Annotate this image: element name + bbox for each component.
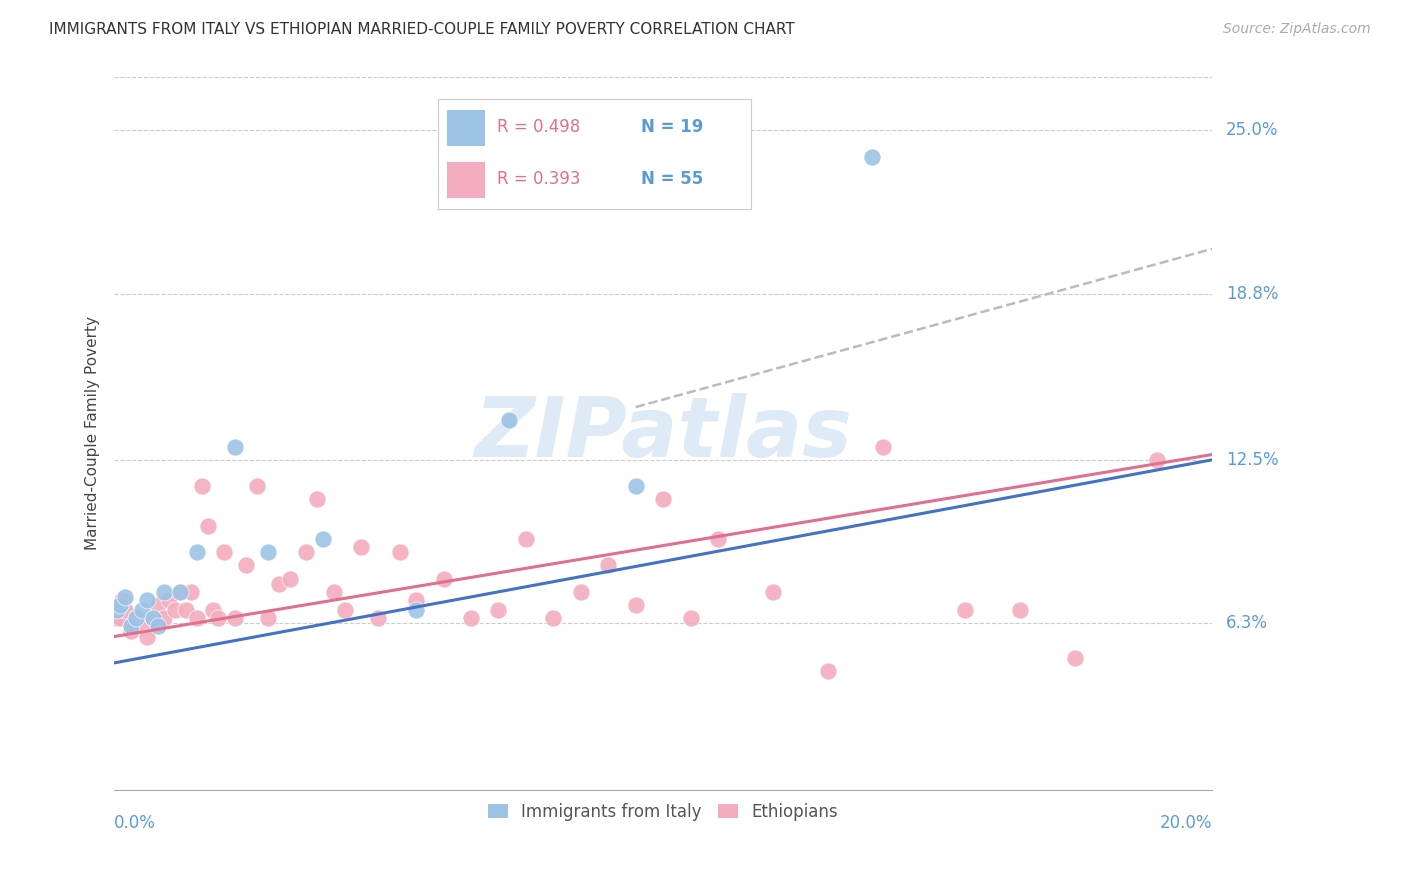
Point (146, 598, 169, 612)
Point (125, 611, 148, 625)
Text: 0.0%: 0.0% (114, 814, 156, 832)
Point (624, 479, 647, 493)
Text: 20.0%: 20.0% (1160, 814, 1212, 832)
Point (405, 603, 427, 617)
Point (515, 532, 537, 546)
Point (169, 584, 191, 599)
Point (498, 413, 520, 427)
Text: IMMIGRANTS FROM ITALY VS ETHIOPIAN MARRIED-COUPLE FAMILY POVERTY CORRELATION CHA: IMMIGRANTS FROM ITALY VS ETHIOPIAN MARRI… (49, 22, 794, 37)
Point (111, 592, 134, 607)
Point (186, 611, 208, 625)
Point (108, 611, 131, 625)
Point (157, 592, 180, 607)
Point (201, 603, 224, 617)
Point (707, 532, 730, 546)
Point (142, 611, 165, 625)
Point (136, 630, 159, 644)
Point (120, 619, 142, 633)
Point (432, 572, 454, 586)
Point (569, 584, 592, 599)
Point (388, 545, 411, 559)
Point (817, 664, 839, 678)
Point (169, 584, 191, 599)
Point (136, 592, 159, 607)
Point (224, 611, 246, 625)
Point (624, 598, 647, 612)
Point (152, 611, 174, 625)
Point (598, 558, 620, 573)
Point (191, 479, 214, 493)
Point (405, 592, 427, 607)
Point (120, 624, 142, 639)
Point (131, 619, 153, 633)
Point (367, 611, 389, 625)
Point (486, 603, 509, 617)
Point (872, 440, 894, 454)
Point (207, 611, 229, 625)
Text: Source: ZipAtlas.com: Source: ZipAtlas.com (1223, 22, 1371, 37)
Point (762, 584, 785, 599)
Point (174, 603, 197, 617)
Point (146, 619, 169, 633)
Point (1008, 603, 1031, 617)
Point (679, 611, 702, 625)
Point (652, 492, 675, 507)
Point (860, 150, 883, 164)
Point (142, 611, 165, 625)
Point (114, 603, 136, 617)
Point (350, 540, 373, 554)
Point (312, 532, 335, 546)
Point (295, 545, 318, 559)
Point (125, 611, 148, 625)
Point (131, 603, 153, 617)
Text: 12.5%: 12.5% (1226, 450, 1278, 469)
Point (278, 572, 301, 586)
Point (257, 611, 280, 625)
Point (163, 603, 186, 617)
Text: 6.3%: 6.3% (1226, 615, 1268, 632)
Point (197, 518, 219, 533)
Point (953, 603, 976, 617)
Text: 25.0%: 25.0% (1226, 121, 1278, 139)
Point (307, 492, 329, 507)
Point (267, 576, 290, 591)
Y-axis label: Married-Couple Family Poverty: Married-Couple Family Poverty (86, 317, 100, 550)
Point (107, 598, 129, 612)
Point (322, 584, 344, 599)
Legend: Immigrants from Italy, Ethiopians: Immigrants from Italy, Ethiopians (481, 797, 845, 828)
Point (105, 603, 128, 617)
Point (108, 598, 131, 612)
Point (114, 590, 136, 604)
Point (104, 611, 127, 625)
Point (460, 611, 482, 625)
Text: 18.8%: 18.8% (1226, 285, 1278, 302)
Point (543, 611, 565, 625)
Point (257, 545, 280, 559)
Point (186, 545, 208, 559)
Point (180, 584, 202, 599)
Point (152, 584, 174, 599)
Text: ZIPatlas: ZIPatlas (474, 393, 852, 474)
Point (1063, 650, 1085, 665)
Point (224, 440, 246, 454)
Point (333, 603, 356, 617)
Point (235, 558, 257, 573)
Point (1146, 453, 1168, 467)
Point (246, 479, 269, 493)
Point (212, 545, 235, 559)
